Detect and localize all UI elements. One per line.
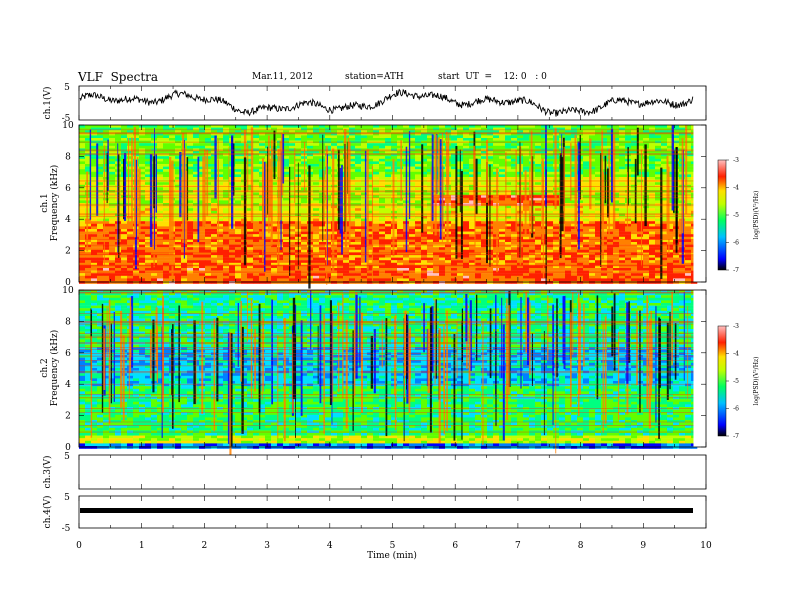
x-tick-label: 3 <box>264 541 270 551</box>
colorbar-tick-label: -3 <box>733 323 739 330</box>
ch2-spectrogram-ytick-label: 4 <box>65 380 71 390</box>
ch4-waveform-panel <box>78 495 707 529</box>
x-tick-label: 5 <box>390 541 396 551</box>
x-tick-label: 7 <box>515 541 521 551</box>
ch3-waveform-panel <box>78 454 707 490</box>
x-tick-label: 6 <box>452 541 458 551</box>
ch1-waveform-line <box>79 88 694 117</box>
x-tick-label: 1 <box>139 541 145 551</box>
ch1-spectrogram-ytick-label: 2 <box>65 247 71 257</box>
ch4-ytick-bottom: -5 <box>62 524 71 534</box>
x-tick-label: 2 <box>202 541 208 551</box>
colorbar-tick-label: -4 <box>733 351 739 358</box>
ch1-spectrogram-ytick-label: 6 <box>65 184 71 194</box>
x-tick-label: 9 <box>640 541 646 551</box>
ch1-spectrogram-image <box>79 125 706 289</box>
chart-title: VLF Spectra <box>78 70 159 84</box>
ch2-spectrogram-ytick-label: 10 <box>62 286 74 296</box>
ch2-spectrogram-image <box>79 290 706 456</box>
ch1-waveform-ylabel: ch.1(V) <box>42 87 53 120</box>
x-axis-label: Time (min) <box>367 550 417 561</box>
ch2-spectrogram-panel <box>78 289 707 456</box>
ch2-spectrogram-frequency-label: Frequency (kHz) <box>49 330 60 407</box>
colorbar-tick-label: -5 <box>733 378 739 385</box>
ch1-colorbar-label: log(PSD)(V²/Hz) <box>753 191 760 240</box>
ch1-waveform-panel <box>78 85 707 121</box>
ch1-ytick-bottom: -5 <box>62 114 71 124</box>
ch1-spectrogram-ytick-label: 10 <box>62 121 74 131</box>
colorbar-tick-label: -4 <box>733 185 739 192</box>
ch3-ytick-top: 5 <box>64 452 70 462</box>
ch2-colorbar: -3 -4 -5 -6 -7 log(PSD)(V²/Hz) <box>717 323 760 440</box>
colorbar-tick-label: -7 <box>733 433 739 440</box>
date-label: Mar.11, 2012 <box>252 72 313 82</box>
ch1-spectrogram-ytick-label: 0 <box>65 278 71 288</box>
ch2-spectrogram-ytick-label: 8 <box>65 317 71 327</box>
ch3-waveform-ylabel: ch.3(V) <box>42 456 53 489</box>
ch2-spectrogram-ytick-label: 6 <box>65 349 71 359</box>
station-label: station=ATH <box>345 72 404 82</box>
ch1-colorbar: -3 -4 -5 -6 -7 log(PSD)(V²/Hz) <box>717 157 760 274</box>
x-tick-label: 10 <box>700 541 712 551</box>
x-tick-label: 0 <box>76 541 82 551</box>
x-tick-label: 4 <box>327 541 333 551</box>
colorbar-tick-label: -6 <box>733 406 739 413</box>
ch4-waveform-line <box>80 508 693 513</box>
ch4-ytick-top: 5 <box>64 493 70 503</box>
colorbar-tick-label: -5 <box>733 212 739 219</box>
colorbar-tick-label: -3 <box>733 157 739 164</box>
ch1-spectrogram-ytick-label: 4 <box>65 215 71 225</box>
x-tick-label: 8 <box>578 541 584 551</box>
start-time-label: start UT = 12: 0 : 0 <box>438 72 547 82</box>
ch2-colorbar-label: log(PSD)(V²/Hz) <box>753 357 760 406</box>
ch2-spectrogram-ytick-label: 2 <box>65 412 71 422</box>
ch4-waveform-ylabel: ch.4(V) <box>42 496 53 529</box>
ch2-spectrogram-ytick-label: 0 <box>65 443 71 453</box>
ch2-spectrogram-channel-label: ch.2 <box>40 358 50 377</box>
ch1-spectrogram-frequency-label: Frequency (kHz) <box>49 165 60 242</box>
ch1-ytick-top: 5 <box>64 83 70 93</box>
ch1-spectrogram-channel-label: ch.1 <box>40 193 50 212</box>
ch1-spectrogram-ytick-label: 8 <box>65 152 71 162</box>
colorbar-tick-label: -7 <box>733 267 739 274</box>
ch1-spectrogram-panel <box>78 124 707 289</box>
colorbar-tick-label: -6 <box>733 240 739 247</box>
